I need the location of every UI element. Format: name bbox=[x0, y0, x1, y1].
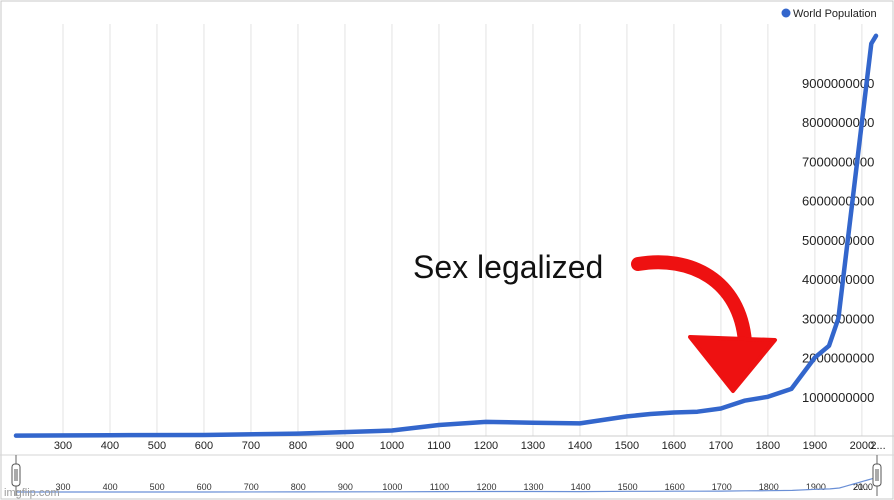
navigator-handle-left[interactable] bbox=[11, 455, 21, 496]
navigator-tick-label: 1700 bbox=[712, 482, 732, 492]
x-tick-label: 1800 bbox=[756, 440, 780, 452]
x-tick-label: 1300 bbox=[521, 440, 545, 452]
navigator-tick-label: 300 bbox=[56, 482, 71, 492]
series-line-world-population bbox=[13, 33, 879, 438]
annotation-arrow-shaft bbox=[631, 255, 752, 349]
watermark: imgflip.com bbox=[4, 487, 60, 499]
x-tick-label: 900 bbox=[336, 440, 354, 452]
legend-swatch bbox=[781, 8, 791, 18]
x-tick-label: 1400 bbox=[568, 440, 592, 452]
navigator-tick-label: 1300 bbox=[524, 482, 544, 492]
annotation-arrow-head bbox=[688, 335, 777, 393]
navigator-tick-label: 21... bbox=[853, 482, 871, 492]
y-tick-label: 4000000000 bbox=[802, 272, 874, 287]
navigator-series-line bbox=[16, 477, 878, 493]
x-tick-label: 800 bbox=[289, 440, 307, 452]
x-tick-label: 1900 bbox=[803, 440, 827, 452]
y-tick-label: 8000000000 bbox=[802, 115, 874, 130]
x-tick-label: 1000 bbox=[380, 440, 404, 452]
navigator-tick-label: 1800 bbox=[759, 482, 779, 492]
navigator-tick-label: 1400 bbox=[571, 482, 591, 492]
annotation-text: Sex legalized bbox=[413, 249, 603, 285]
x-tick-label: 400 bbox=[101, 440, 119, 452]
navigator-tick-label: 1000 bbox=[382, 482, 402, 492]
x-tick-label: 1700 bbox=[709, 440, 733, 452]
navigator-tick-label: 800 bbox=[291, 482, 306, 492]
x-tick-label: 700 bbox=[242, 440, 260, 452]
x-tick-label: 2000 bbox=[850, 440, 874, 452]
y-tick-label: 6000000000 bbox=[802, 194, 874, 209]
x-tick-label: 500 bbox=[148, 440, 166, 452]
y-tick-label: 7000000000 bbox=[802, 154, 874, 169]
x-tick-label: 1100 bbox=[427, 440, 451, 452]
x-tick-label: 300 bbox=[54, 440, 72, 452]
range-navigator[interactable]: 300 400 500 600 700 800 900 1000 1100 1200 1300 140… bbox=[0, 454, 894, 496]
x-tick-label: 2... bbox=[870, 440, 885, 452]
navigator-ticks: 300 400 500 600 700 800 900 1000 1100 1200 1300 140… bbox=[56, 482, 873, 492]
navigator-tick-label: 1900 bbox=[806, 482, 826, 492]
x-tick-label: 1200 bbox=[474, 440, 498, 452]
x-tick-label: 1500 bbox=[615, 440, 639, 452]
navigator-tick-label: 700 bbox=[244, 482, 259, 492]
navigator-tick-label: 1200 bbox=[476, 482, 496, 492]
annotation: Sex legalized bbox=[413, 249, 777, 393]
navigator-tick-label: 2000 bbox=[853, 482, 873, 492]
navigator-tick-label: 900 bbox=[338, 482, 353, 492]
x-tick-label: 1600 bbox=[662, 440, 686, 452]
x-tick-label: 600 bbox=[195, 440, 213, 452]
y-tick-label: 5000000000 bbox=[802, 233, 874, 248]
x-axis-ticks: 300 400 500 600 700 800 900 1000 1100 1200 1300 140… bbox=[54, 440, 886, 452]
legend[interactable]: World Population bbox=[781, 8, 877, 20]
navigator-tick-label: 400 bbox=[103, 482, 118, 492]
legend-label: World Population bbox=[793, 8, 877, 20]
y-tick-label: 9000000000 bbox=[802, 76, 874, 91]
navigator-tick-label: 1500 bbox=[618, 482, 638, 492]
navigator-tick-label: 1600 bbox=[665, 482, 685, 492]
y-tick-label: 1000000000 bbox=[802, 390, 874, 405]
navigator-tick-label: 1100 bbox=[430, 482, 449, 492]
series-layer bbox=[13, 33, 879, 438]
navigator-tick-label: 500 bbox=[150, 482, 165, 492]
grid-lines bbox=[16, 24, 894, 437]
navigator-tick-label: 600 bbox=[197, 482, 212, 492]
navigator-handle-right[interactable] bbox=[872, 455, 882, 496]
